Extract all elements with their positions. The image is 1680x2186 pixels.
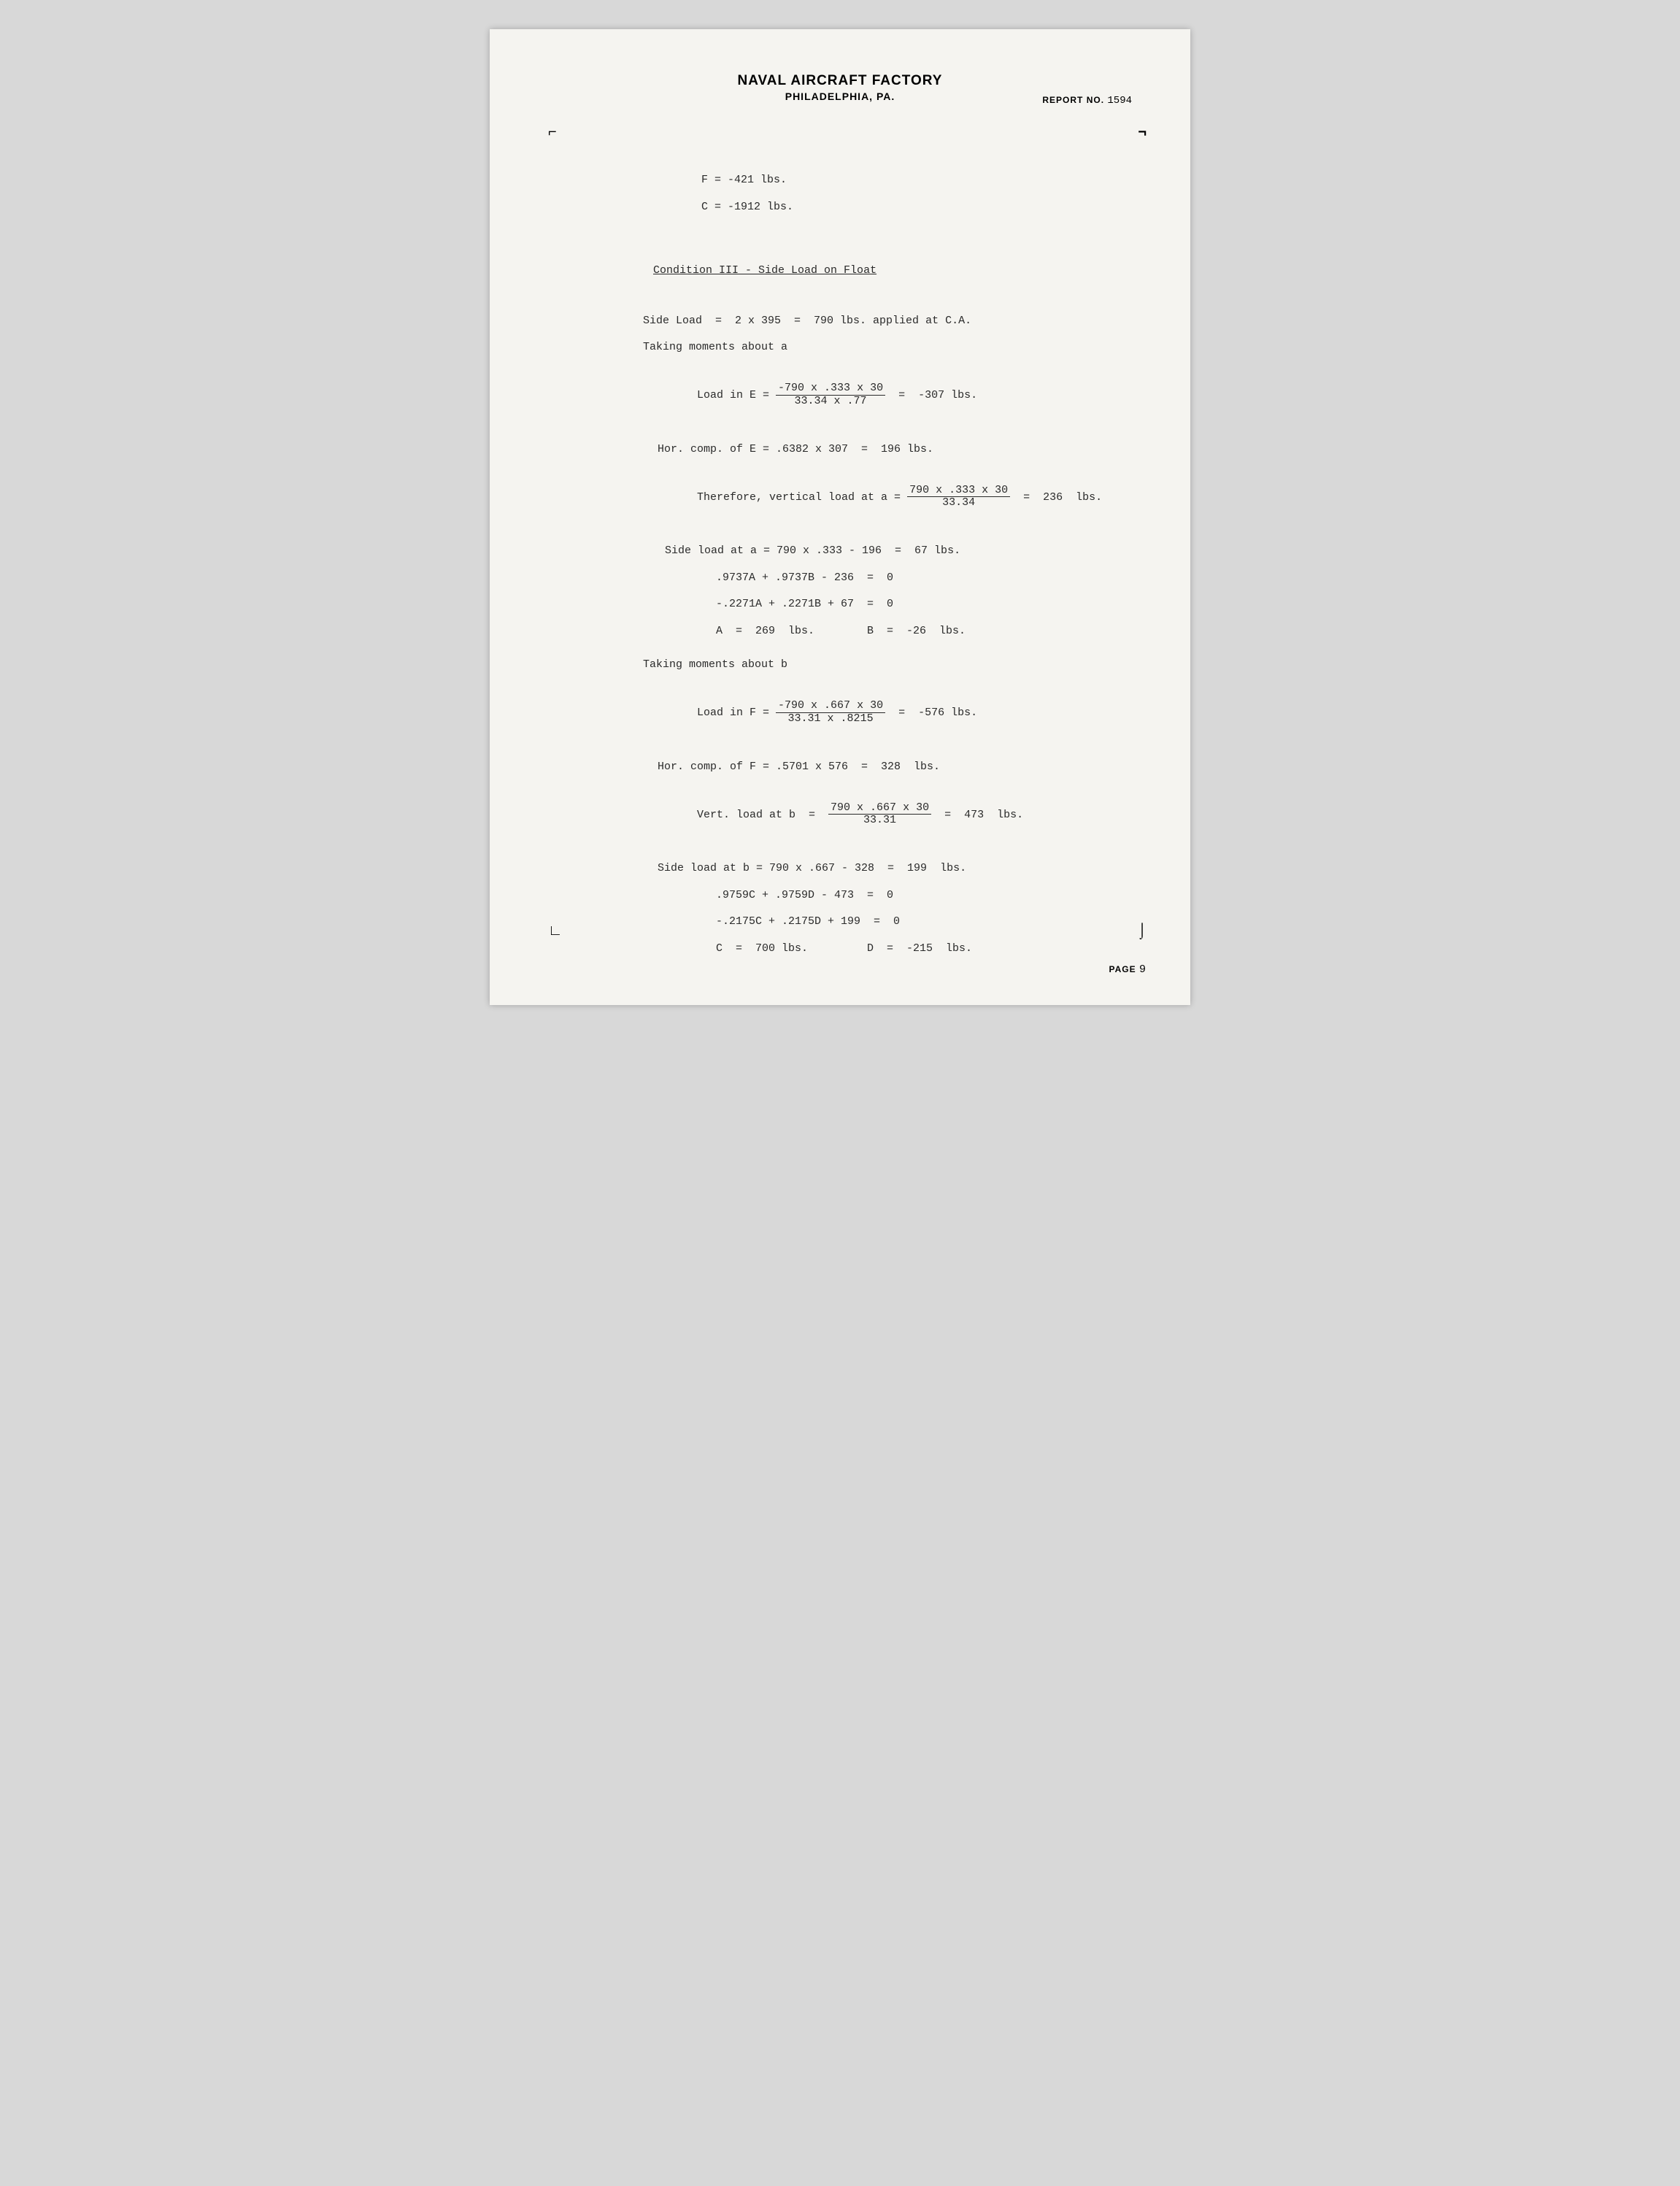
vert-load-b-result: = 473 lbs.: [931, 808, 1023, 820]
load-e-denominator: 33.34 x .77: [776, 396, 885, 408]
eq-b1: .9759C + .9759D - 473 = 0: [541, 888, 1139, 904]
load-f-numerator: -790 x .667 x 30: [776, 700, 885, 713]
crop-mark-bottom-left: ∟: [548, 923, 563, 939]
side-load-b: Side load at b = 790 x .667 - 328 = 199 …: [541, 861, 1139, 877]
vert-load-a-numerator: 790 x .333 x 30: [907, 485, 1010, 498]
results-ab: A = 269 lbs. B = -26 lbs.: [541, 623, 1139, 640]
crop-mark-bottom-right: ⌡: [1138, 923, 1147, 939]
report-label: REPORT NO.: [1042, 95, 1104, 105]
load-f-denominator: 33.31 x .8215: [776, 713, 885, 726]
vert-load-a: Therefore, vertical load at a = 790 x .3…: [541, 468, 1139, 526]
value-f: F = -421 lbs.: [541, 172, 1139, 189]
document-body: F = -421 lbs. C = -1912 lbs. Condition I…: [541, 172, 1139, 957]
vert-load-a-fraction: 790 x .333 x 3033.34: [907, 485, 1010, 509]
vert-load-b: Vert. load at b = 790 x .667 x 3033.31 =…: [541, 785, 1139, 843]
load-f-prefix: Load in F =: [697, 707, 776, 719]
value-c: C = -1912 lbs.: [541, 199, 1139, 216]
vert-load-b-prefix: Vert. load at b =: [697, 808, 828, 820]
load-f-result: = -576 lbs.: [885, 707, 977, 719]
side-load-line: Side Load = 2 x 395 = 790 lbs. applied a…: [541, 313, 1139, 330]
hor-comp-f: Hor. comp. of F = .5701 x 576 = 328 lbs.: [541, 759, 1139, 776]
load-e-result: = -307 lbs.: [885, 389, 977, 401]
load-in-e: Load in E = -790 x .333 x 3033.34 x .77 …: [541, 366, 1139, 424]
page-number-line: PAGE 9: [1109, 963, 1147, 976]
vert-load-b-numerator: 790 x .667 x 30: [828, 802, 931, 815]
vert-load-a-denominator: 33.34: [907, 497, 1010, 509]
load-e-numerator: -790 x .333 x 30: [776, 382, 885, 396]
vert-load-b-fraction: 790 x .667 x 3033.31: [828, 802, 931, 827]
moments-about-b: Taking moments about b: [541, 657, 1139, 674]
eq-a2: -.2271A + .2271B + 67 = 0: [541, 596, 1139, 613]
vert-load-a-prefix: Therefore, vertical load at a =: [697, 490, 907, 503]
condition-heading: Condition III - Side Load on Float: [541, 246, 1139, 296]
report-number: 1594: [1107, 95, 1132, 107]
hor-comp-e: Hor. comp. of E = .6382 x 307 = 196 lbs.: [541, 442, 1139, 458]
moments-about-a: Taking moments about a: [541, 339, 1139, 356]
eq-b2: -.2175C + .2175D + 199 = 0: [541, 914, 1139, 931]
crop-mark-top-right: ¬: [1138, 124, 1147, 141]
load-f-fraction: -790 x .667 x 3033.31 x .8215: [776, 700, 885, 725]
crop-mark-top-left: ⌐: [548, 124, 557, 141]
load-in-f: Load in F = -790 x .667 x 3033.31 x .821…: [541, 684, 1139, 742]
eq-a1: .9737A + .9737B - 236 = 0: [541, 570, 1139, 587]
page-number: 9: [1139, 963, 1147, 976]
condition-heading-text: Condition III - Side Load on Float: [653, 264, 876, 277]
load-e-fraction: -790 x .333 x 3033.34 x .77: [776, 382, 885, 407]
vert-load-a-result: = 236 lbs.: [1010, 490, 1102, 503]
page-label: PAGE: [1109, 964, 1136, 974]
side-load-a: Side load at a = 790 x .333 - 196 = 67 l…: [541, 543, 1139, 560]
organization-name: NAVAL AIRCRAFT FACTORY: [541, 73, 1139, 89]
document-page: NAVAL AIRCRAFT FACTORY PHILADELPHIA, PA.…: [490, 29, 1190, 1005]
vert-load-b-denominator: 33.31: [828, 815, 931, 827]
load-e-prefix: Load in E =: [697, 389, 776, 401]
results-cd: C = 700 lbs. D = -215 lbs.: [541, 941, 1139, 958]
